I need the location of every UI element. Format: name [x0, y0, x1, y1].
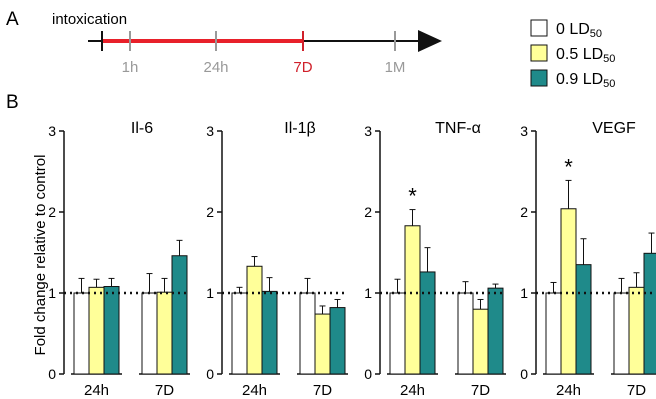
legend-swatch [530, 19, 548, 37]
panel-label-b: B [6, 92, 19, 113]
bar [419, 271, 436, 375]
bar [141, 292, 158, 375]
y-tick-label: 1 [206, 285, 214, 301]
bar [472, 308, 489, 375]
x-tick-label: 24h [556, 382, 581, 399]
y-tick-label: 2 [48, 204, 56, 220]
y-tick-label: 2 [206, 204, 214, 220]
legend-label: 0.5 LD50 [556, 46, 615, 65]
legend-swatch [530, 69, 548, 87]
x-tick-label: 7D [471, 382, 490, 399]
timeline-ticks: 1h 24h 7D 1M [122, 31, 406, 76]
y-tick-label: 0 [520, 366, 528, 382]
y-tick-label: 3 [520, 123, 528, 139]
x-tick-label: 7D [155, 382, 174, 399]
y-tick-label: 0 [364, 366, 372, 382]
chart-title: Il-1β [284, 120, 315, 137]
bar [231, 292, 248, 375]
y-tick-label: 1 [364, 285, 372, 301]
x-tick-label: 24h [242, 382, 267, 399]
y-tick-label: 0 [48, 366, 56, 382]
significance-marker: * [408, 184, 417, 209]
timeline-tick-label: 7D [293, 59, 312, 76]
chart-4: VEGF 0 1 2 3 24h 7D * [520, 120, 656, 399]
legend: 0 LD50 0.5 LD50 0.9 LD50 [530, 19, 615, 90]
y-axis-label: Fold change relative to control [32, 155, 49, 356]
significance-marker: * [564, 154, 573, 179]
bar [404, 225, 421, 375]
bar [299, 292, 316, 375]
bar [314, 313, 331, 375]
bar [487, 287, 504, 375]
bar [329, 307, 346, 375]
bar [389, 292, 406, 375]
chart-2: Il-1β 0 1 2 3 24h 7D [206, 120, 348, 399]
y-tick-label: 3 [206, 123, 214, 139]
x-tick-label: 24h [400, 382, 425, 399]
bar [613, 292, 630, 375]
chart-3: TNF-α 0 1 2 3 24h 7D * [364, 120, 506, 399]
x-tick-label: 7D [313, 382, 332, 399]
legend-label: 0.9 LD50 [556, 71, 615, 90]
bar [643, 252, 656, 375]
chart-title: VEGF [592, 120, 636, 137]
y-tick-label: 0 [206, 366, 214, 382]
bar [73, 292, 90, 375]
y-tick-label: 3 [364, 123, 372, 139]
y-tick-label: 2 [364, 204, 372, 220]
bar [88, 286, 105, 375]
timeline-tick-label: 1h [122, 59, 139, 76]
chart-title: Il-6 [131, 120, 153, 137]
panel-label-a: A [6, 9, 19, 30]
bar [156, 291, 173, 375]
bar [560, 208, 577, 375]
legend-label: 0 LD50 [556, 21, 602, 40]
bar [171, 255, 188, 375]
timeline-start-label: intoxication [52, 11, 127, 28]
timeline-arrowhead [418, 30, 442, 52]
timeline-tick-label: 1M [385, 59, 406, 76]
x-tick-label: 7D [627, 382, 646, 399]
x-tick-label: 24h [84, 382, 109, 399]
legend-swatch [530, 44, 548, 62]
timeline: intoxication 1h 24h 7D 1M [52, 11, 442, 76]
charts: Il-6 0 1 2 3 24h 7D Il-1β 0 1 2 3 24h 7D TNF-α 0 1 2 3 24h 7… [48, 120, 656, 399]
bar [545, 292, 562, 375]
bar [103, 286, 120, 375]
bar [457, 292, 474, 375]
y-tick-label: 1 [520, 285, 528, 301]
y-tick-label: 1 [48, 285, 56, 301]
y-tick-label: 2 [520, 204, 528, 220]
y-tick-label: 3 [48, 123, 56, 139]
bar [575, 264, 592, 375]
chart-title: TNF-α [435, 120, 481, 137]
timeline-tick-label: 24h [203, 59, 228, 76]
chart-1: Il-6 0 1 2 3 24h 7D [48, 120, 190, 399]
bar [246, 265, 263, 375]
bar [261, 290, 278, 375]
bar [628, 286, 645, 375]
